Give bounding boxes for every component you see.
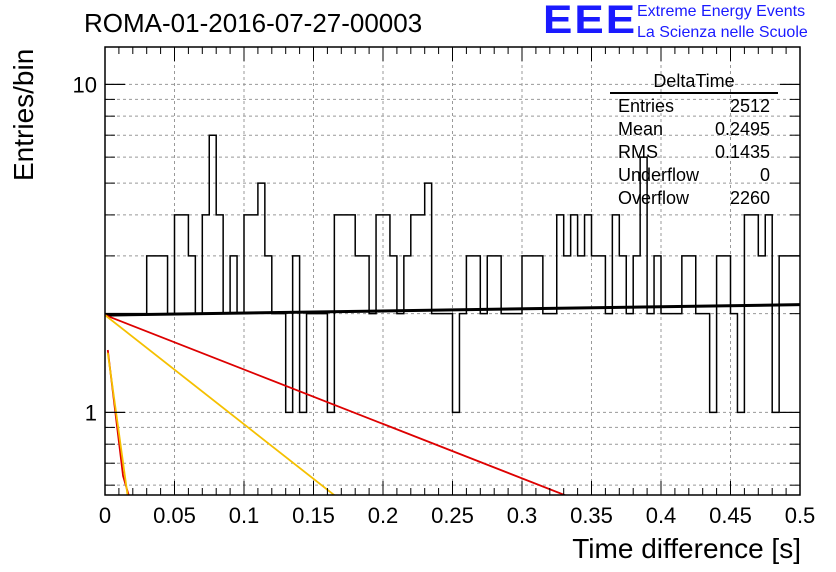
x-tick-label: 0.25 <box>431 503 474 528</box>
stats-label: Mean <box>618 119 664 139</box>
fit-line <box>105 303 800 317</box>
y-tick-labels: 1 10 <box>73 72 97 425</box>
grid-lines <box>105 47 800 495</box>
stats-row: Mean 0.2495 <box>610 118 778 141</box>
x-tick-label: 0.3 <box>507 503 538 528</box>
x-tick-label: 0.4 <box>646 503 677 528</box>
x-tick-labels: 0 0.05 0.1 0.15 0.2 0.25 0.3 0.35 0.4 0.45 0.5 <box>99 503 815 528</box>
x-tick-label: 0.1 <box>229 503 260 528</box>
stats-value: 2512 <box>729 96 770 116</box>
stats-label: Entries <box>618 96 675 116</box>
x-tick-label: 0.05 <box>153 503 196 528</box>
stats-row: Overflow 2260 <box>610 187 778 210</box>
logo-text-line2: La Scienza nelle Scuole <box>637 24 808 41</box>
stats-box: DeltaTime Entries 2512 Mean 0.2495 RMS 0… <box>610 70 778 210</box>
fit-line <box>106 352 129 495</box>
x-tick-label: 0.45 <box>709 503 752 528</box>
x-tick-label: 0.5 <box>785 503 816 528</box>
stats-row: Underflow 0 <box>610 164 778 187</box>
stats-row: RMS 0.1435 <box>610 141 778 164</box>
stats-title: DeltaTime <box>653 71 735 91</box>
x-tick-label: 0.15 <box>292 503 335 528</box>
stats-value: 2260 <box>729 188 770 208</box>
axis-ticks <box>104 47 801 495</box>
fit-curves <box>105 303 800 495</box>
y-tick-label: 1 <box>85 400 97 425</box>
fit-line <box>105 314 567 495</box>
stats-value: 0.2495 <box>714 119 770 139</box>
x-tick-label: 0.2 <box>368 503 399 528</box>
x-tick-label: 0.35 <box>570 503 613 528</box>
x-axis-label: Time difference [s] <box>572 533 801 564</box>
plot-title: ROMA-01-2016-07-27-00003 <box>84 8 423 38</box>
histogram-outline <box>105 134 800 414</box>
stats-value: 0.1435 <box>714 142 770 162</box>
y-axis-label: Entries/bin <box>8 48 39 181</box>
fit-line <box>105 314 336 495</box>
stats-label: RMS <box>618 142 658 162</box>
y-tick-label: 10 <box>73 72 97 97</box>
stats-label: Underflow <box>618 165 700 185</box>
stats-row: Entries 2512 <box>610 95 778 118</box>
histogram-series <box>105 134 800 414</box>
eee-logo: EEE <box>543 0 638 43</box>
stats-value: 0 <box>759 165 770 185</box>
logo-text-line1: Extreme Energy Events <box>637 3 806 20</box>
x-tick-label: 0 <box>99 503 111 528</box>
stats-separator <box>610 92 778 94</box>
stats-label: Overflow <box>618 188 690 208</box>
